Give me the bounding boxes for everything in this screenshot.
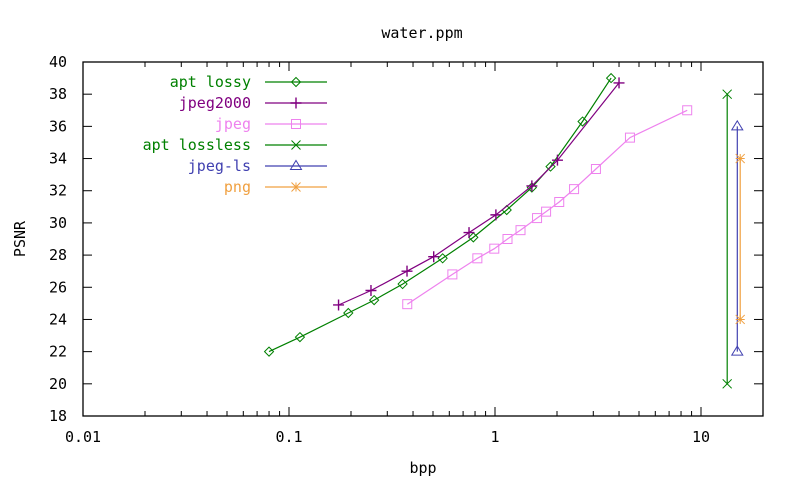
square-marker-icon bbox=[472, 253, 483, 264]
legend-item-png: png bbox=[224, 178, 327, 196]
legend-label: jpeg2000 bbox=[179, 94, 251, 112]
diamond-marker-icon bbox=[294, 331, 306, 343]
triangle-marker-icon bbox=[730, 119, 744, 131]
legend-item-apt-lossy: apt lossy bbox=[170, 73, 327, 91]
y-tick-label: 22 bbox=[49, 343, 67, 361]
diamond-marker-icon bbox=[437, 253, 448, 264]
y-tick-label: 34 bbox=[49, 150, 67, 168]
legend-label: apt lossy bbox=[170, 73, 251, 91]
y-tick-label: 24 bbox=[49, 310, 67, 328]
chart-legend: apt lossy jpeg2000 jpeg apt lossless jpeg-ls… bbox=[143, 73, 327, 196]
plus-marker-icon bbox=[526, 180, 538, 192]
square-marker-icon bbox=[515, 225, 526, 236]
x-tick-label: 10 bbox=[692, 428, 710, 446]
x-axis-label: bpp bbox=[409, 459, 436, 477]
y-tick-label: 26 bbox=[49, 278, 67, 296]
square-marker-icon bbox=[541, 206, 552, 217]
plus-marker-icon bbox=[551, 154, 563, 166]
y-tick-label: 30 bbox=[49, 214, 67, 232]
series-line bbox=[268, 77, 612, 353]
square-marker-icon bbox=[590, 164, 601, 175]
y-tick-label: 28 bbox=[49, 246, 67, 264]
plot-frame bbox=[82, 61, 764, 417]
legend-item-jpeg2000: jpeg2000 bbox=[179, 94, 327, 112]
diamond-marker-icon bbox=[605, 72, 617, 84]
plus-marker-icon bbox=[365, 284, 377, 296]
square-marker-icon bbox=[532, 213, 543, 224]
series-jpeg2000 bbox=[333, 77, 625, 311]
star-marker-icon bbox=[735, 314, 746, 325]
cross-marker-icon bbox=[291, 140, 301, 150]
star-marker-icon bbox=[291, 182, 301, 192]
legend-label: jpeg-ls bbox=[188, 157, 251, 175]
star-marker-icon bbox=[735, 153, 746, 164]
series-jpeg bbox=[402, 105, 693, 310]
series-jpeg-ls bbox=[730, 119, 744, 356]
y-tick-label: 18 bbox=[49, 407, 67, 425]
diamond-marker-icon bbox=[343, 307, 354, 319]
diamond-marker-icon bbox=[577, 116, 588, 127]
x-tick-label: 0.01 bbox=[65, 428, 101, 446]
plus-marker-icon bbox=[428, 251, 440, 263]
diamond-marker-icon bbox=[545, 161, 556, 172]
square-marker-icon bbox=[489, 243, 500, 254]
plus-marker-icon bbox=[463, 227, 475, 239]
square-marker-icon bbox=[569, 184, 580, 195]
plus-marker-icon bbox=[290, 97, 302, 109]
y-tick-label: 38 bbox=[49, 85, 67, 103]
legend-label: apt lossless bbox=[143, 136, 251, 154]
square-marker-icon bbox=[502, 234, 513, 244]
legend-label: png bbox=[224, 178, 251, 196]
square-marker-icon bbox=[554, 196, 565, 207]
diamond-marker-icon bbox=[468, 232, 479, 243]
plot-axes: 18 20 22 24 26 28 30 32 34 36 38 40 0.01 0.1 1 10 bbox=[49, 53, 764, 446]
diamond-marker-icon bbox=[368, 294, 380, 306]
legend-item-apt-lossless: apt lossless bbox=[143, 136, 327, 154]
cross-marker-icon bbox=[722, 89, 733, 100]
y-tick-label: 20 bbox=[49, 375, 67, 393]
legend-label: jpeg bbox=[215, 115, 251, 133]
x-tick-label: 1 bbox=[490, 428, 499, 446]
series-apt-lossless bbox=[722, 89, 733, 389]
plus-marker-icon bbox=[613, 77, 625, 89]
chart-title: water.ppm bbox=[381, 24, 462, 42]
plus-marker-icon bbox=[490, 209, 502, 221]
y-tick-label: 36 bbox=[49, 117, 67, 135]
cross-marker-icon bbox=[722, 378, 733, 389]
series-apt-lossy bbox=[263, 72, 617, 357]
y-axis-label: PSNR bbox=[11, 220, 29, 257]
square-marker-icon bbox=[402, 299, 413, 310]
data-series bbox=[263, 72, 746, 389]
series-line bbox=[406, 109, 688, 305]
y-tick-label: 32 bbox=[49, 182, 67, 200]
series-png bbox=[735, 153, 746, 325]
square-marker-icon bbox=[682, 105, 693, 116]
plus-marker-icon bbox=[401, 265, 413, 277]
legend-item-jpeg: jpeg bbox=[215, 115, 327, 133]
diamond-marker-icon bbox=[263, 346, 275, 357]
plus-marker-icon bbox=[333, 299, 345, 311]
y-tick-label: 40 bbox=[49, 53, 67, 71]
square-marker-icon bbox=[447, 269, 458, 280]
x-tick-label: 0.1 bbox=[275, 428, 302, 446]
triangle-marker-icon bbox=[730, 345, 744, 356]
square-marker-icon bbox=[291, 119, 301, 129]
diamond-marker-icon bbox=[397, 278, 408, 290]
legend-item-jpeg-ls: jpeg-ls bbox=[188, 157, 327, 175]
square-marker-icon bbox=[624, 132, 635, 143]
diamond-marker-icon bbox=[290, 76, 302, 88]
triangle-marker-icon bbox=[289, 159, 303, 170]
